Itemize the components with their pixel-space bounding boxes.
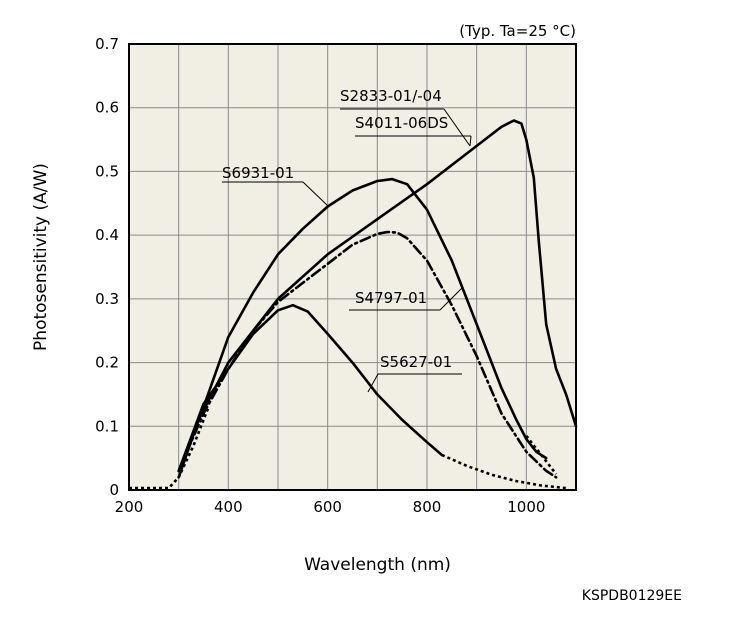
annotation-label: S2833-01/-04 <box>340 87 442 105</box>
dotted-tail-s5627-01-tail <box>441 453 567 490</box>
series-line-s2833-01-04-s4011-06ds <box>177 119 578 479</box>
curves <box>129 119 578 490</box>
series-line-s4797-01 <box>177 230 558 479</box>
annotation-leader <box>302 181 329 207</box>
y-axis-title: Photosensitivity (A/W) <box>31 163 51 351</box>
annotation-leader <box>443 108 471 147</box>
annotations: S2833-01/-04 S4011-06DS S6931-01 S4797-01 S5… <box>222 87 472 393</box>
x-tick-label: 1000 <box>507 498 545 516</box>
y-tick-label: 0.6 <box>95 99 119 117</box>
x-tick-label: 600 <box>313 498 342 516</box>
document-code: KSPDB0129EE <box>582 588 682 604</box>
annotation-label: S4011-06DS <box>355 114 448 132</box>
dotted-tail-left-tail <box>129 406 210 490</box>
ticks: 200 400 600 800 1000 0 0.1 0.2 0.3 0.4 0.5 0.6 0.7 <box>95 35 545 516</box>
series-line-s5627-01 <box>177 303 444 473</box>
annotation-label: S6931-01 <box>222 164 294 182</box>
y-tick-label: 0.2 <box>95 354 119 372</box>
x-tick-label: 400 <box>214 498 243 516</box>
y-tick-label: 0.7 <box>95 35 119 53</box>
x-axis-title: Wavelength (nm) <box>304 555 451 575</box>
y-tick-label: 0.4 <box>95 226 119 244</box>
annotation-leader <box>469 135 472 147</box>
x-tick-label: 800 <box>413 498 442 516</box>
y-tick-label: 0.3 <box>95 290 119 308</box>
series-line-s6931-01 <box>177 177 548 473</box>
plot-frame <box>128 43 577 491</box>
y-tick-label: 0.1 <box>95 417 119 435</box>
annotation-leader <box>439 287 463 311</box>
dotted-tail-s6931-01-tail <box>525 434 558 475</box>
y-tick-label: 0 <box>109 481 119 499</box>
condition-label: (Typ. Ta=25 °C) <box>459 22 576 40</box>
annotation-label: S4797-01 <box>355 289 427 307</box>
x-tick-label: 200 <box>115 498 144 516</box>
annotation-label: S5627-01 <box>380 353 452 371</box>
annotation-leader <box>367 373 379 393</box>
y-tick-label: 0.5 <box>95 162 119 180</box>
